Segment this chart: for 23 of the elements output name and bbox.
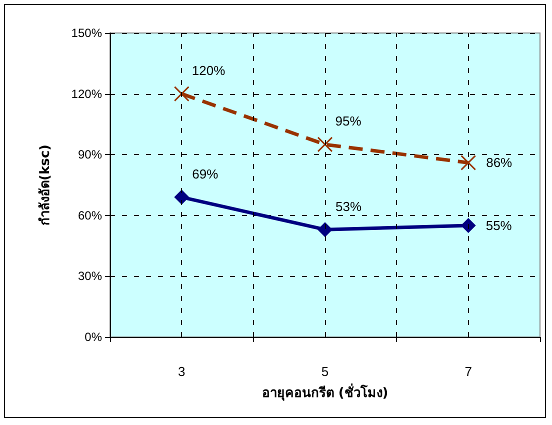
data-label: 53% xyxy=(336,199,362,214)
point xyxy=(460,218,476,234)
point xyxy=(460,154,476,170)
x-tick-label: 7 xyxy=(464,364,472,379)
data-label: 55% xyxy=(486,218,512,234)
data-label: 86% xyxy=(486,155,513,170)
x-tick-label: 5 xyxy=(321,364,329,379)
y-tick-label: 90% xyxy=(78,148,102,162)
y-tick-label: 120% xyxy=(71,86,102,101)
y-tick-label: 30% xyxy=(78,269,102,284)
point xyxy=(318,222,332,238)
y-tick-label: 60% xyxy=(78,208,102,222)
x-axis-title: อายุคอนกรีต (ชั่วโมง) xyxy=(262,383,388,401)
y-axis-title: กำลังอัด(ksc) xyxy=(37,144,53,226)
y-tick-label: 0% xyxy=(84,330,102,344)
y-tick-label: 150% xyxy=(71,26,102,40)
data-label: 120% xyxy=(192,63,226,78)
data-label: 69% xyxy=(192,166,219,182)
data-label: 95% xyxy=(335,114,362,129)
point xyxy=(317,136,333,152)
x-tick-label: 3 xyxy=(178,364,186,379)
point xyxy=(174,86,190,102)
point xyxy=(174,190,190,205)
